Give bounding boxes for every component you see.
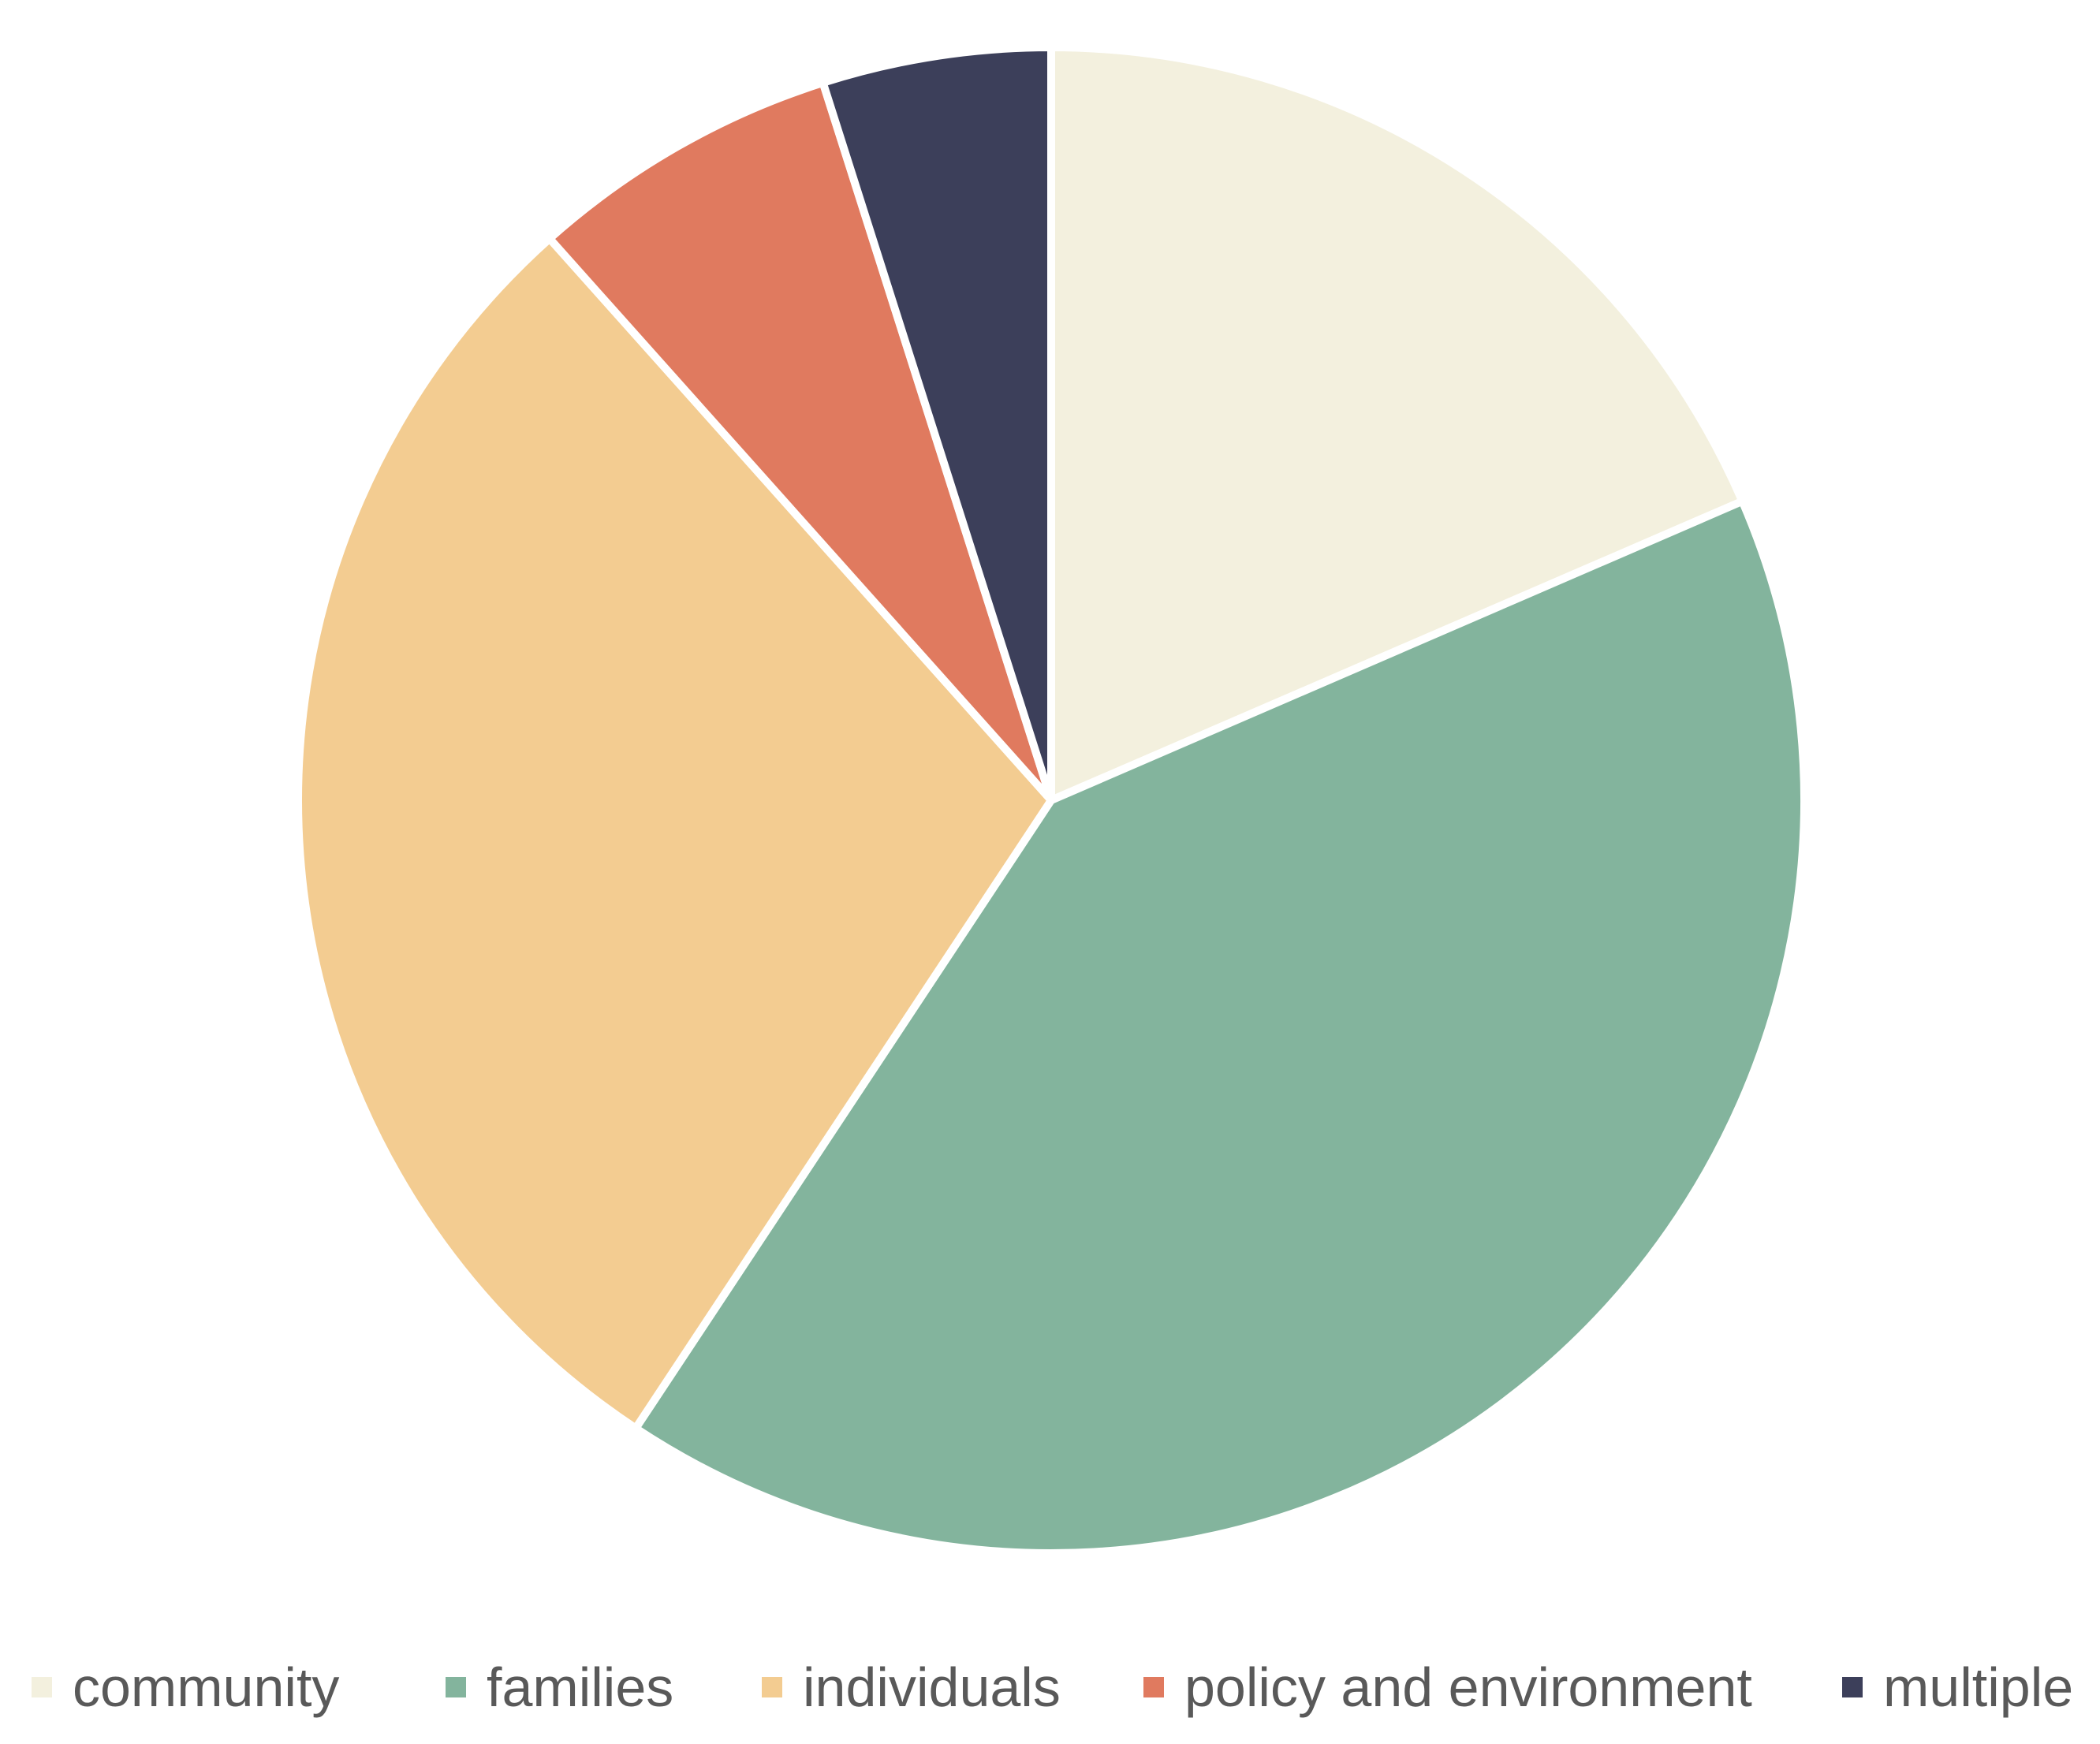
legend-item-families: families (446, 1656, 673, 1719)
legend-label-multiple: multiple (1883, 1656, 2074, 1718)
legend-label-families: families (487, 1656, 674, 1718)
pie-slice-community (1047, 43, 1747, 804)
legend-item-community: community (32, 1656, 339, 1719)
legend-label-community: community (73, 1656, 340, 1718)
legend-swatch-families (446, 1677, 466, 1697)
pie-slice-individuals (294, 234, 1055, 1433)
pie-slices (294, 43, 1808, 1557)
legend-swatch-policy-and-environment (1143, 1677, 1164, 1697)
legend-swatch-community (32, 1677, 52, 1697)
legend-item-individuals: individuals (762, 1656, 1061, 1719)
pie-slice-policy-and-environment (545, 78, 1055, 804)
pie-slice-multiple (819, 43, 1055, 804)
legend-item-policy-and-environment: policy and environment (1143, 1656, 1752, 1719)
pie-slice-families (632, 497, 1808, 1557)
legend: community families individuals policy an… (0, 1656, 2100, 1727)
legend-label-policy-and-environment: policy and environment (1184, 1656, 1752, 1718)
legend-swatch-multiple (1842, 1677, 1863, 1697)
legend-label-individuals: individuals (803, 1656, 1061, 1718)
legend-item-multiple: multiple (1842, 1656, 2073, 1719)
legend-swatch-individuals (762, 1677, 782, 1697)
